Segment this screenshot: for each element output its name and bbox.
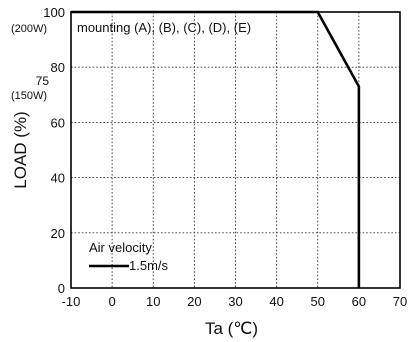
series-lines <box>71 10 361 288</box>
x-tick-label: 0 <box>109 294 116 309</box>
x-tick-label: 10 <box>146 294 160 309</box>
mounting-annotation: mounting (A), (B), (C), (D), (E) <box>77 20 251 35</box>
x-tick-label: 40 <box>269 294 283 309</box>
y-tick-label: 100 <box>43 5 65 20</box>
y-tick-label: 0 <box>58 281 65 296</box>
y-secondary-watt-label: (150W) <box>11 90 47 102</box>
legend-title: Air velocity <box>89 240 152 255</box>
x-tick-label: 60 <box>352 294 366 309</box>
x-tick-label: -10 <box>62 294 81 309</box>
legend: Air velocity 1.5m/s <box>89 240 169 273</box>
axis-ticks: -10 0 10 20 30 40 50 60 70020406080100(200W)75(1… <box>11 5 407 309</box>
x-tick-label: 70 <box>393 294 407 309</box>
y-tick-label: 20 <box>51 226 65 241</box>
x-axis-label: Ta (℃) <box>205 319 258 338</box>
y-secondary-value-label: 75 <box>36 74 50 88</box>
x-tick-label: 20 <box>187 294 201 309</box>
x-tick-label: 50 <box>311 294 325 309</box>
y-tick-label: 60 <box>51 115 65 130</box>
series-line <box>71 10 361 288</box>
legend-series-label: 1.5m/s <box>129 258 169 273</box>
y-tick-label: 40 <box>51 171 65 186</box>
y-tick-label: 80 <box>51 60 65 75</box>
y-axis-label: LOAD (%) <box>11 111 30 188</box>
y-secondary-watt-label: (200W) <box>11 23 47 35</box>
x-tick-label: 30 <box>228 294 242 309</box>
